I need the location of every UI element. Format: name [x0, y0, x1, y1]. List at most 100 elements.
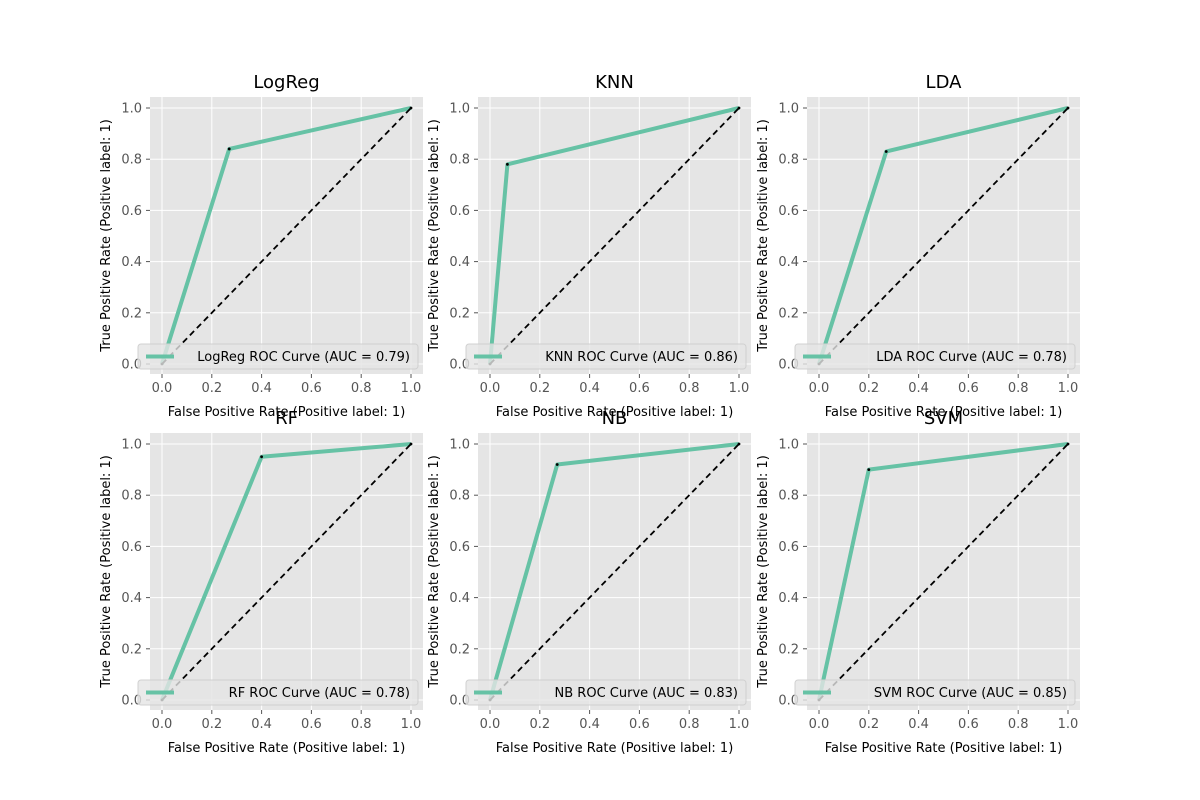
- x-tick-label: 0.8: [679, 717, 700, 732]
- plot-area: [150, 97, 423, 374]
- x-tick-label: 0.8: [679, 381, 700, 396]
- y-tick-label: 1.0: [449, 438, 470, 453]
- x-tick-label: 0.6: [301, 381, 322, 396]
- y-tick-label: 1.0: [121, 102, 142, 117]
- y-tick-label: 0.8: [449, 489, 470, 504]
- panel-title: LogReg: [253, 72, 319, 93]
- y-tick-label: 0.6: [121, 540, 142, 555]
- y-tick-label: 0.6: [449, 204, 470, 219]
- x-tick-label: 1.0: [729, 717, 750, 732]
- y-tick-label: 0.2: [778, 642, 799, 657]
- y-tick-label: 0.4: [121, 591, 142, 606]
- x-tick-label: 0.0: [809, 381, 830, 396]
- roc-point: [409, 442, 413, 446]
- roc-panel: 0.0 0.2 0.4 0.6 0.8 1.0 0.0 0.2 0.4 0.6 0.8 1.0 NB R…: [427, 408, 751, 756]
- x-axis-label: False Positive Rate (Positive label: 1): [496, 741, 734, 756]
- y-tick-label: 0.2: [121, 306, 142, 321]
- y-tick-label: 0.0: [121, 694, 142, 709]
- y-tick-label: 1.0: [121, 438, 142, 453]
- legend-box: [137, 343, 419, 370]
- y-tick-label: 0.2: [778, 306, 799, 321]
- x-tick-label: 0.0: [152, 381, 173, 396]
- y-tick-label: 0.6: [449, 540, 470, 555]
- plot-area: [478, 97, 751, 374]
- y-tick-label: 0.8: [121, 489, 142, 504]
- y-axis-label: True Positive Rate (Positive label: 1): [756, 455, 771, 689]
- y-tick-label: 1.0: [778, 102, 799, 117]
- y-tick-label: 0.2: [121, 642, 142, 657]
- legend-label: RF ROC Curve (AUC = 0.78): [229, 686, 410, 701]
- legend-label: LDA ROC Curve (AUC = 0.78): [876, 350, 1067, 365]
- x-tick-label: 0.2: [529, 717, 550, 732]
- y-tick-label: 0.0: [778, 358, 799, 373]
- y-tick-label: 0.0: [121, 358, 142, 373]
- x-tick-label: 0.6: [958, 717, 979, 732]
- x-tick-label: 0.0: [809, 717, 830, 732]
- roc-point: [1066, 106, 1070, 110]
- plot-area: [150, 433, 423, 710]
- roc-point: [737, 106, 741, 110]
- y-tick-label: 0.0: [778, 694, 799, 709]
- roc-point: [884, 150, 888, 153]
- x-tick-label: 0.0: [152, 717, 173, 732]
- x-tick-label: 0.2: [858, 717, 879, 732]
- y-tick-label: 0.0: [449, 694, 470, 709]
- x-tick-label: 0.4: [579, 717, 600, 732]
- panel-title: KNN: [595, 72, 634, 93]
- roc-point: [506, 162, 509, 166]
- x-axis-label: False Positive Rate (Positive label: 1): [496, 405, 734, 420]
- x-axis-label: False Positive Rate (Positive label: 1): [825, 405, 1063, 420]
- x-tick-label: 0.6: [629, 381, 650, 396]
- y-tick-label: 1.0: [449, 102, 470, 117]
- legend-label: KNN ROC Curve (AUC = 0.86): [545, 350, 738, 365]
- x-tick-label: 0.8: [351, 717, 372, 732]
- y-tick-label: 0.8: [449, 153, 470, 168]
- y-tick-label: 0.8: [778, 489, 799, 504]
- y-tick-label: 0.8: [778, 153, 799, 168]
- legend-label: LogReg ROC Curve (AUC = 0.79): [197, 350, 410, 365]
- x-tick-label: 0.4: [908, 717, 929, 732]
- plot-area: [807, 433, 1080, 710]
- x-tick-label: 1.0: [1058, 381, 1079, 396]
- y-tick-label: 0.4: [449, 591, 470, 606]
- y-tick-label: 0.4: [778, 255, 799, 270]
- x-axis-label: False Positive Rate (Positive label: 1): [168, 741, 406, 756]
- x-tick-label: 1.0: [401, 381, 422, 396]
- y-tick-label: 0.4: [449, 255, 470, 270]
- y-tick-label: 0.6: [778, 540, 799, 555]
- x-tick-label: 0.6: [629, 717, 650, 732]
- roc-panel: 0.0 0.2 0.4 0.6 0.8 1.0 0.0 0.2 0.4 0.6 0.8 1.0 RF R…: [99, 408, 423, 756]
- x-tick-label: 0.0: [480, 381, 501, 396]
- legend-label: SVM ROC Curve (AUC = 0.85): [874, 686, 1067, 701]
- y-axis-label: True Positive Rate (Positive label: 1): [756, 119, 771, 353]
- panel-title: RF: [275, 408, 298, 429]
- roc-panel: 0.0 0.2 0.4 0.6 0.8 1.0 0.0 0.2 0.4 0.6 0.8 1.0 KNN …: [427, 72, 751, 420]
- x-tick-label: 0.4: [908, 381, 929, 396]
- x-tick-label: 0.8: [1008, 717, 1029, 732]
- plot-area: [478, 433, 751, 710]
- x-axis-label: False Positive Rate (Positive label: 1): [825, 741, 1063, 756]
- panel-title: NB: [602, 408, 628, 429]
- y-axis-label: True Positive Rate (Positive label: 1): [99, 119, 114, 353]
- y-tick-label: 0.8: [121, 153, 142, 168]
- x-tick-label: 0.4: [251, 381, 272, 396]
- roc-panel: 0.0 0.2 0.4 0.6 0.8 1.0 0.0 0.2 0.4 0.6 0.8 1.0 LogR…: [99, 72, 423, 420]
- roc-point: [260, 455, 263, 459]
- x-tick-label: 0.2: [201, 381, 222, 396]
- roc-point: [409, 106, 413, 110]
- x-tick-label: 1.0: [401, 717, 422, 732]
- panel-title: LDA: [926, 72, 963, 93]
- x-tick-label: 0.6: [958, 381, 979, 396]
- x-tick-label: 0.0: [480, 717, 501, 732]
- y-tick-label: 1.0: [778, 438, 799, 453]
- legend-box: [465, 343, 747, 370]
- legend-box: [794, 679, 1076, 706]
- y-tick-label: 0.6: [121, 204, 142, 219]
- x-tick-label: 0.2: [858, 381, 879, 396]
- legend-box: [137, 679, 419, 706]
- roc-point: [555, 463, 559, 466]
- x-tick-label: 0.8: [351, 381, 372, 396]
- x-tick-label: 0.6: [301, 717, 322, 732]
- roc-point: [227, 147, 231, 151]
